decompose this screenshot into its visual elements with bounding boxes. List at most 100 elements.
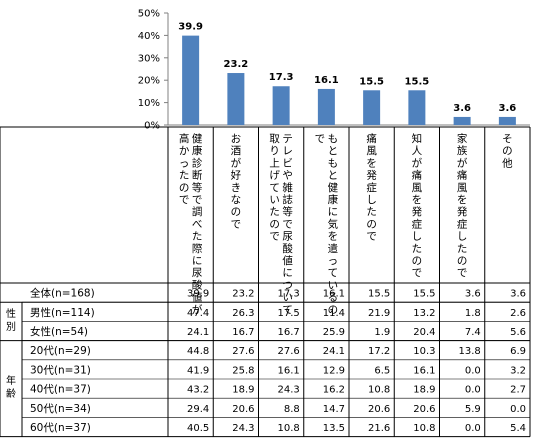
bar [317,88,335,125]
table-row: 男性(n=114) 47.4 26.3 17.5 11.4 21.9 13.2 1.8 2.6 [30,306,526,319]
bar [453,116,471,125]
table-cell: 23.2 [232,289,254,300]
table-cell: 0.0 [465,385,481,396]
table-cell: 5.9 [465,404,481,415]
table-cell: 40.5 [187,423,209,434]
bar [227,73,245,125]
table-cell: 3.6 [465,289,481,300]
row-label: 40代(n=37) [30,384,91,396]
table-cell: 17.3 [277,289,299,300]
column-header: その他 [502,133,513,169]
data-label: 17.3 [269,72,294,83]
table-cell: 24.1 [323,346,345,357]
table-cell: 13.2 [413,308,435,319]
table-grid [0,126,531,438]
table-cell: 10.8 [277,423,299,434]
table-cell: 10.3 [413,346,435,357]
table-cell: 12.9 [323,365,345,376]
table-cell: 16.1 [323,289,345,300]
table-cell: 2.7 [510,385,526,396]
table-cell: 16.2 [323,385,345,396]
table-cell: 24.3 [277,385,299,396]
table-cell: 0.0 [510,404,526,415]
column-headers: 健康診断等で調べた際に尿酸値が高かったので お酒が好きなので テレビや雑誌等で尿酸値… [179,132,513,316]
table-row: 50代(n=34) 29.4 20.6 8.8 14.7 20.6 20.6 5.9 0.0 [30,403,526,415]
table-cell: 15.5 [368,289,390,300]
table-cell: 0.0 [465,423,481,434]
y-tick-label: 40% [138,31,160,42]
data-label: 15.5 [405,76,430,87]
table-cell: 39.9 [187,289,209,300]
column-header: 痛風を発症したので [366,132,377,243]
table-cell: 20.4 [413,327,435,338]
table-cell: 11.4 [323,308,345,319]
table-cell: 20.6 [368,404,390,415]
table-row: 全体(n=168) 39.9 23.2 17.3 16.1 15.5 15.5 3.6 3.6 [30,287,526,300]
y-tick-label: 0% [144,121,160,132]
table-cell: 3.2 [510,365,526,376]
table-cell: 25.8 [232,365,254,376]
table-cell: 10.8 [413,423,435,434]
row-label: 全体(n=168) [30,287,95,300]
table-cell: 24.1 [187,327,209,338]
table-cell: 1.9 [374,327,390,338]
table-cell: 13.8 [458,346,480,357]
table-cell: 16.7 [277,327,299,338]
row-label: 60代(n=37) [30,422,91,434]
table-cell: 5.6 [510,327,526,338]
data-labels: 39.9 23.2 17.3 16.1 15.5 15.5 3.6 3.6 [178,22,516,114]
bar [272,86,290,125]
data-label: 16.1 [314,75,339,86]
data-label: 3.6 [499,103,517,114]
table-cell: 14.7 [323,404,345,415]
column-header: 家族が痛風を発症したので [457,132,468,279]
table-row: 30代(n=31) 41.9 25.8 16.1 12.9 6.5 16.1 0.0 3.2 [30,364,526,376]
y-tick-label: 10% [138,98,160,109]
table-cell: 18.9 [413,385,435,396]
row-label: 女性(n=54) [30,325,88,338]
table-cell: 16.1 [413,365,435,376]
table-cell: 3.6 [510,289,526,300]
table-cell: 6.5 [374,365,390,376]
table-cell: 5.4 [510,423,526,434]
table-cell: 15.5 [413,289,435,300]
table-row: 40代(n=37) 43.2 18.9 24.3 16.2 10.8 18.9 0.0 2.7 [30,384,526,396]
table-cell: 21.6 [368,423,390,434]
table-row: 60代(n=37) 40.5 24.3 10.8 13.5 21.6 10.8 0.0 5.4 [30,422,526,434]
bars [182,35,516,125]
table-cell: 1.8 [465,308,481,319]
table-cell: 20.6 [413,404,435,415]
bar [408,90,426,125]
table-cell: 7.4 [465,327,481,338]
row-label: 30代(n=31) [30,364,91,376]
bar [363,90,381,125]
bar [498,116,516,125]
column-header: テレビや雑誌等で尿酸値について取り上げていたので [269,133,293,316]
table-cell: 17.2 [368,346,390,357]
y-tick-label: 50% [138,9,160,20]
column-header: 知人が痛風を発症したので [412,132,423,279]
table-cell: 16.1 [277,365,299,376]
data-label: 15.5 [359,76,384,87]
y-tick-label: 30% [138,53,160,64]
table-cell: 25.9 [323,327,345,338]
table-cell: 6.9 [510,346,526,357]
table-cell: 0.0 [465,365,481,376]
group-label: 性別 [6,307,16,333]
table-cell: 44.8 [187,346,209,357]
table-cell: 18.9 [232,385,254,396]
table-row: 20代(n=29) 44.8 27.6 27.6 24.1 17.2 10.3 13.8 6.9 [30,345,526,357]
data-label: 3.6 [453,103,471,114]
column-header: お酒が好きなので [231,133,242,230]
group-label: 年齢 [6,374,16,400]
table-row: 女性(n=54) 24.1 16.7 16.7 25.9 1.9 20.4 7.4 5.6 [30,325,526,338]
row-label: 20代(n=29) [30,345,91,357]
table-cell: 27.6 [232,346,254,357]
data-label: 23.2 [224,59,249,70]
table-cell: 20.6 [232,404,254,415]
table-cell: 13.5 [323,423,345,434]
table-cell: 43.2 [187,385,209,396]
table-cell: 26.3 [232,308,254,319]
